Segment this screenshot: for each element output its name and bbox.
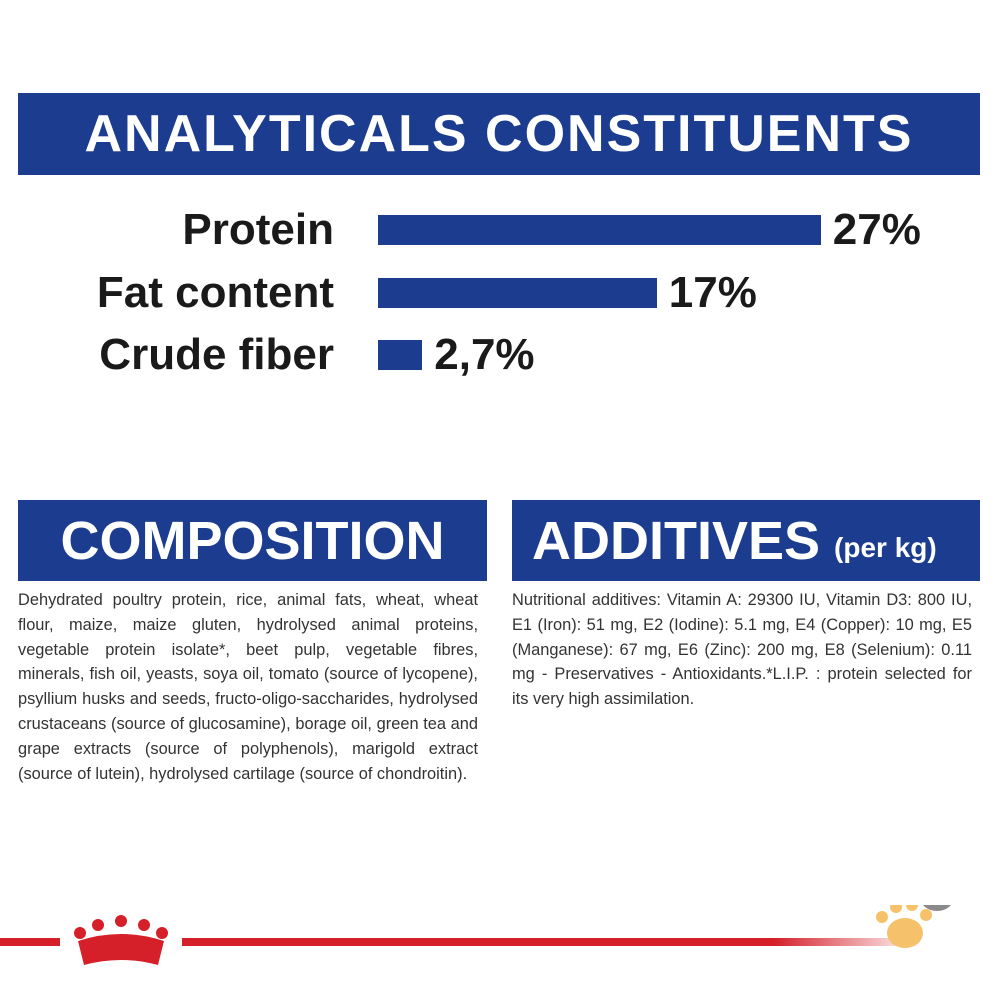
value-label: 2,7% — [434, 330, 535, 379]
category-label: Protein — [182, 205, 334, 254]
red-line — [0, 938, 60, 946]
bar — [378, 340, 423, 370]
category-label: Crude fiber — [99, 330, 334, 379]
paw-icons — [876, 905, 951, 948]
crown-logo — [74, 915, 168, 965]
bar — [378, 215, 821, 245]
value-label: 17% — [668, 267, 757, 317]
bar — [378, 277, 657, 308]
additives-text: Nutritional additives: Vitamin A: 29300 … — [512, 591, 972, 709]
footer — [0, 905, 951, 965]
red-line — [182, 938, 922, 946]
composition-title: COMPOSITION — [18, 500, 487, 581]
additives-unit: (per kg) — [834, 531, 937, 563]
additives-title: ADDITIVES — [532, 510, 821, 571]
chart-title: ANALYTICALS CONSTITUENTS — [18, 93, 980, 175]
additives-header: ADDITIVES (per kg) — [512, 500, 980, 581]
category-label: Fat content — [96, 267, 334, 317]
composition-text: Dehydrated poultry protein, rice, animal… — [18, 591, 478, 783]
value-label: 27% — [832, 205, 921, 254]
